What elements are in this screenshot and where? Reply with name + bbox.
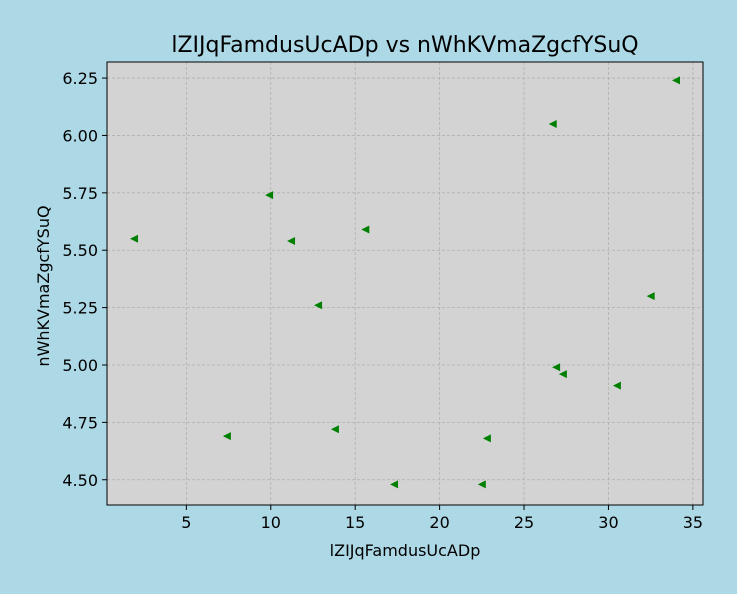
data-point: [558, 370, 567, 379]
y-tick-label: 4.75: [62, 413, 98, 432]
data-point: [130, 234, 139, 243]
data-point: [222, 432, 231, 441]
y-axis-label: nWhKVmaZgcfYSuQ: [34, 205, 53, 366]
y-axis-ticks: 4.50 4.75 5.00 5.25 5.50 5.75 6.00 6.25: [62, 69, 107, 490]
data-point: [552, 363, 561, 372]
data-point: [612, 381, 621, 390]
data-point: [482, 434, 491, 443]
y-tick-label: 5.00: [62, 356, 98, 375]
y-tick-label: 5.75: [62, 184, 98, 203]
y-tick-label: 4.50: [62, 471, 98, 490]
x-tick-label: 15: [345, 513, 365, 532]
grid-lines: [107, 62, 703, 505]
plot-frame: [106, 61, 704, 506]
data-point: [548, 119, 557, 128]
x-tick-label: 10: [261, 513, 281, 532]
data-point: [646, 292, 655, 301]
data-point: [330, 425, 339, 434]
data-point: [390, 480, 399, 489]
x-axis-label: lZIJqFamdusUcADp: [330, 541, 481, 560]
x-tick-label: 20: [429, 513, 449, 532]
chart-title: lZIJqFamdusUcADp vs nWhKVmaZgcfYSuQ: [171, 33, 638, 58]
data-point: [314, 301, 323, 310]
data-points: [130, 76, 680, 489]
x-tick-label: 35: [683, 513, 703, 532]
data-point: [671, 76, 680, 85]
data-point: [265, 191, 274, 200]
data-point: [287, 237, 296, 246]
data-point: [477, 480, 486, 489]
plot-area: [107, 62, 703, 505]
y-tick-label: 6.25: [62, 69, 98, 88]
data-point: [361, 225, 370, 234]
x-tick-label: 25: [514, 513, 534, 532]
y-tick-label: 5.50: [62, 241, 98, 260]
x-axis-ticks: 5 10 15 20 25 30 35: [181, 505, 703, 532]
y-tick-label: 5.25: [62, 299, 98, 318]
x-tick-label: 5: [181, 513, 191, 532]
x-tick-label: 30: [598, 513, 618, 532]
y-tick-label: 6.00: [62, 126, 98, 145]
